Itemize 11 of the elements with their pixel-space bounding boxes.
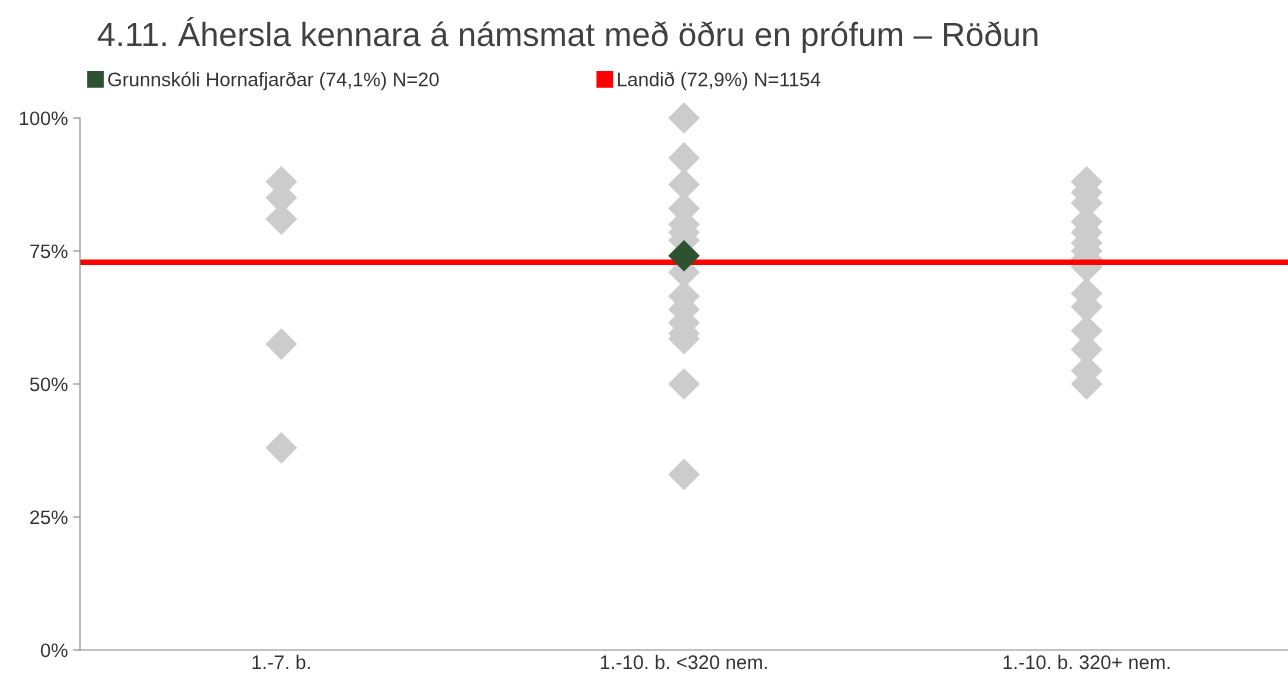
x-tick-label: 1.-7. b.	[252, 654, 310, 670]
x-tick-label: 1.-10. b. 320+ nem.	[1003, 654, 1170, 670]
legend-label: Grunnskóli Hornafjarðar (74,1%) N=20	[108, 71, 439, 91]
y-tick-label: 100%	[19, 111, 68, 126]
y-tick-label: 75%	[30, 244, 68, 259]
legend-label: Landið (72,9%) N=1154	[618, 71, 821, 91]
y-tick-label: 0%	[40, 643, 68, 658]
y-tick-label: 50%	[30, 377, 68, 392]
x-tick-label: 1.-10. b. <320 nem.	[600, 654, 767, 670]
chart-title: 4.11. Áhersla kennara á námsmat með öðru en prófum – Röðun	[97, 17, 1038, 53]
y-tick-label: 25%	[30, 510, 68, 525]
